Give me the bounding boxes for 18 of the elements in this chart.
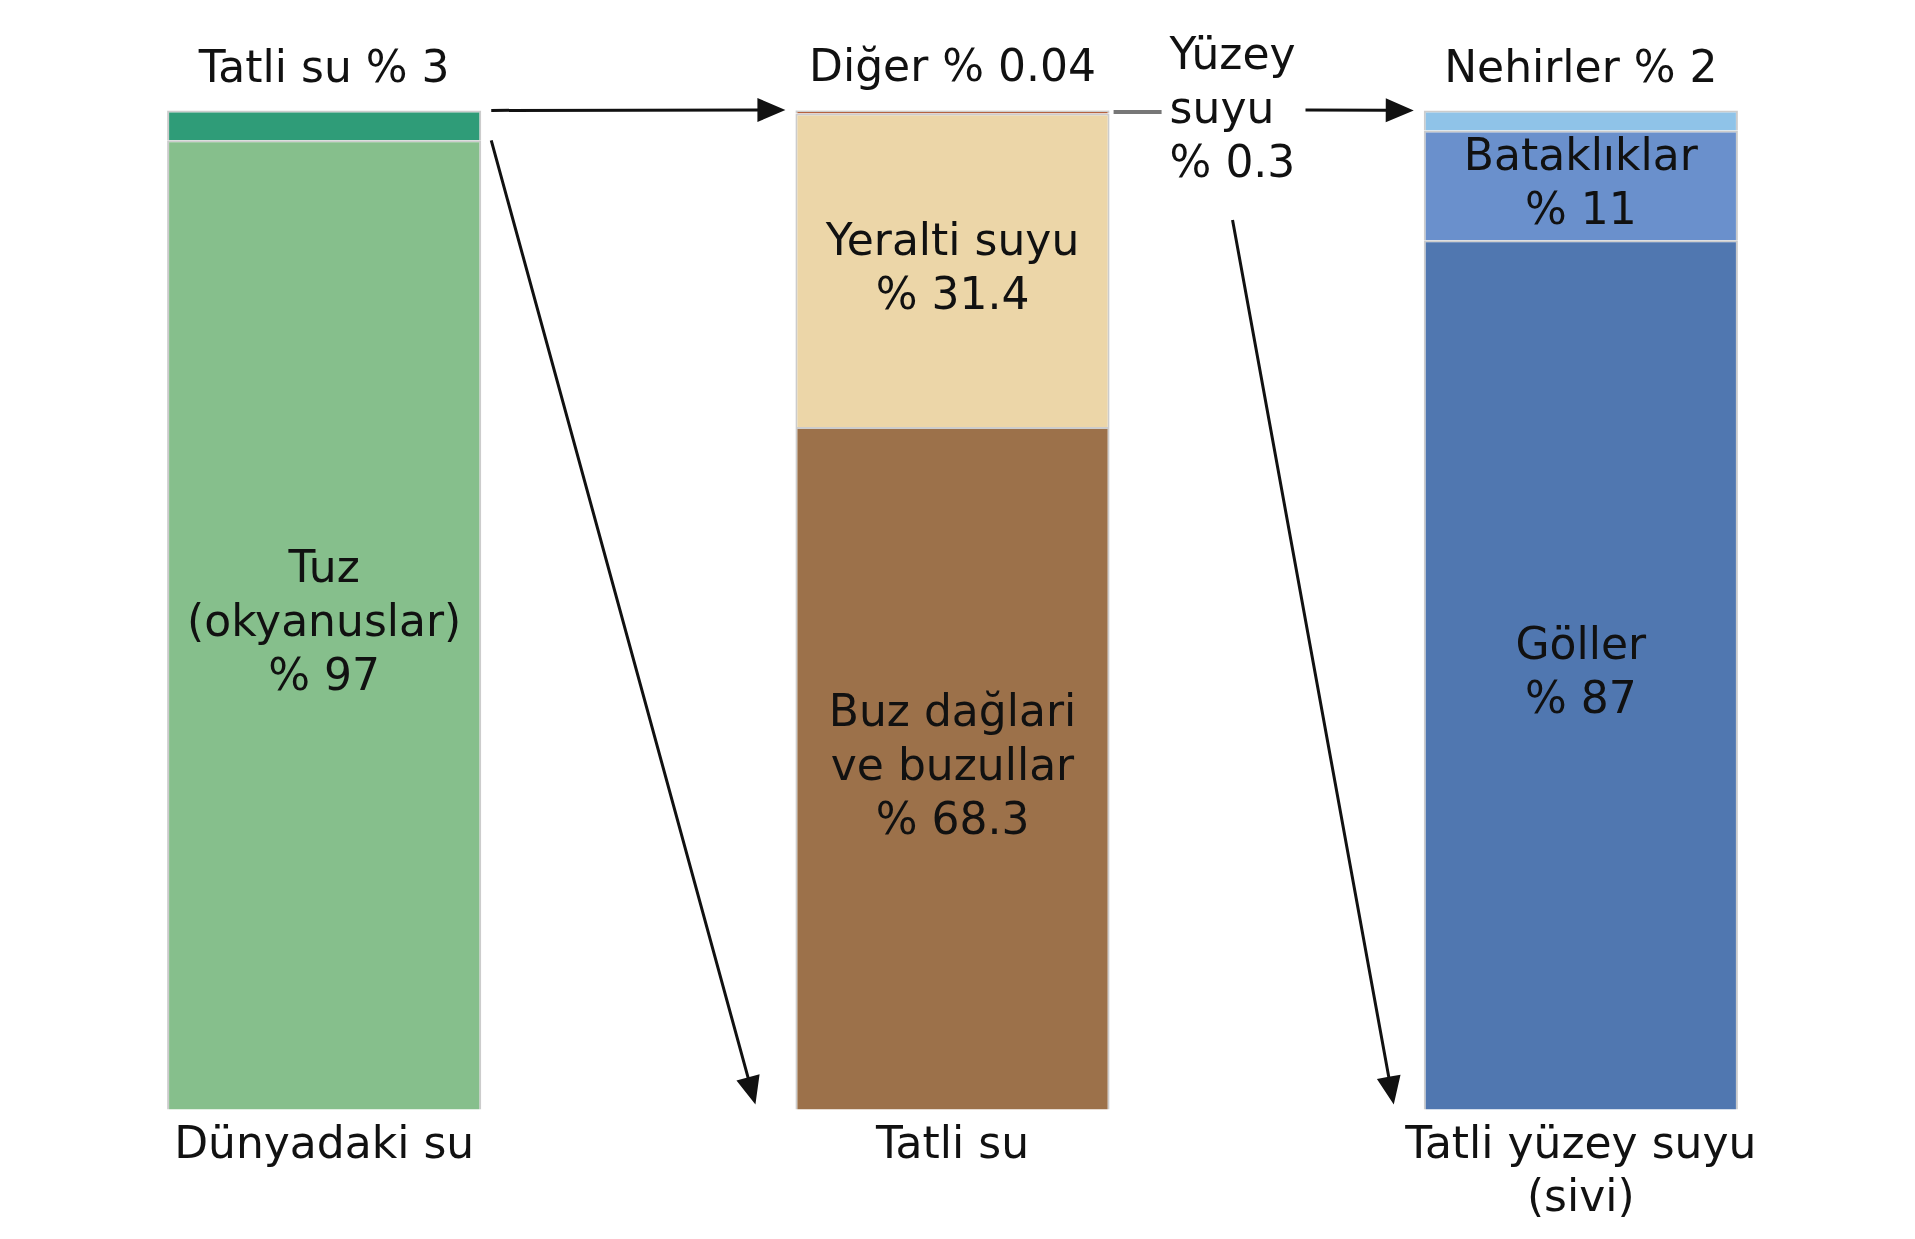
text: Nehirler % 2 bbox=[1444, 40, 1718, 92]
x-tick-label: Dünyadaki su bbox=[174, 1117, 475, 1169]
data-label: % 0.3 bbox=[1169, 136, 1296, 188]
series-label: Göller bbox=[1515, 618, 1648, 670]
data-label: % 68.3 bbox=[875, 792, 1030, 844]
text: Tatli su % 3 bbox=[198, 40, 450, 92]
x-tick-label: Tatli su bbox=[874, 1117, 1030, 1169]
series-label: Yeralti suyu bbox=[824, 213, 1080, 265]
text: Diğer % 0.04 bbox=[809, 40, 1096, 92]
data-label: % 97 bbox=[268, 649, 381, 701]
series-label: Bataklıklar bbox=[1463, 128, 1699, 180]
data-label: % 31.4 bbox=[875, 267, 1030, 319]
series-label: Tuz (okyanuslar) bbox=[187, 541, 462, 647]
data-label: % 11 bbox=[1524, 182, 1637, 234]
data-label: % 87 bbox=[1524, 672, 1637, 724]
x-tick-label: Tatli yüzey suyu (sivi) bbox=[1404, 1117, 1757, 1222]
series-label: Yüzey suyu bbox=[1168, 28, 1296, 134]
series-label: Buz dağlari ve buzullar bbox=[828, 684, 1077, 790]
